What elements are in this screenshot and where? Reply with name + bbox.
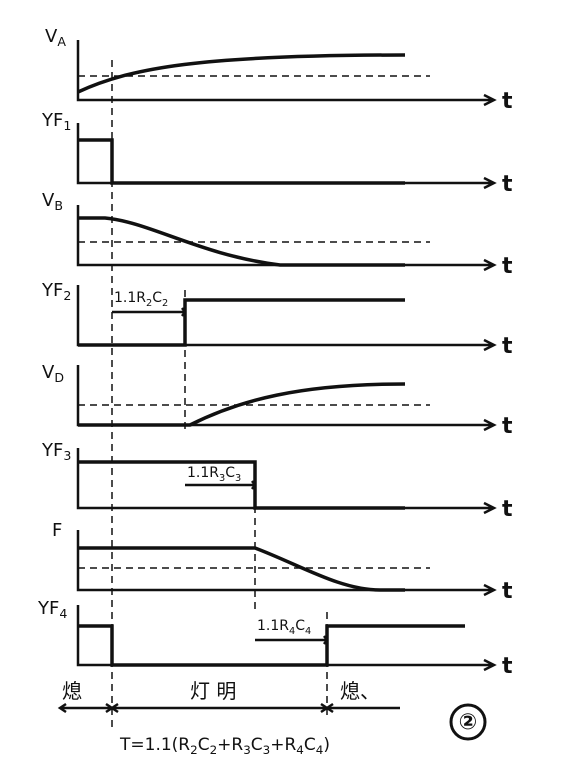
text-part: V xyxy=(45,26,58,47)
text-part: C xyxy=(225,465,235,481)
signal-label: YF2 xyxy=(41,280,71,303)
signal-label: YF4 xyxy=(37,598,67,621)
waveform xyxy=(78,298,405,347)
text-part: C xyxy=(295,618,305,634)
axis-label: t xyxy=(502,579,513,604)
interval-label: 1.1R2C2 xyxy=(114,290,168,309)
axis xyxy=(76,365,497,432)
subscript: 3 xyxy=(263,743,271,757)
signal-label: YF1 xyxy=(41,110,71,133)
text-part: C xyxy=(198,735,210,755)
text-part: C xyxy=(304,735,316,755)
subscript: 3 xyxy=(63,448,71,463)
interval-label: 1.1R4C4 xyxy=(257,618,311,637)
axis xyxy=(76,530,497,597)
figure-circle xyxy=(449,703,487,741)
text-part: F xyxy=(52,520,62,541)
text-part: +R xyxy=(270,735,296,755)
signal-label: YF3 xyxy=(41,440,71,463)
subscript: 4 xyxy=(289,626,295,637)
axis xyxy=(76,605,497,672)
figure-number: ② xyxy=(459,710,478,735)
text-part: YF xyxy=(37,598,59,619)
subscript: 4 xyxy=(296,743,304,757)
text-part: 1.1R xyxy=(114,290,146,306)
subscript: 4 xyxy=(59,606,67,621)
axis xyxy=(76,448,497,515)
waveform xyxy=(78,138,405,185)
subscript: 3 xyxy=(219,473,225,484)
subscript: D xyxy=(54,370,64,385)
signal-label: VA xyxy=(45,26,66,49)
subscript: 2 xyxy=(63,288,71,303)
text-part: C xyxy=(152,290,162,306)
text-part: V xyxy=(42,362,55,383)
text-part: +R xyxy=(217,735,243,755)
interval-label: 1.1R3C3 xyxy=(187,465,241,484)
text-part: ) xyxy=(323,735,330,755)
text-part: YF xyxy=(41,280,63,301)
subscript: A xyxy=(57,34,66,49)
subscript: 4 xyxy=(316,743,324,757)
axis-label: t xyxy=(502,654,513,679)
subscript: 3 xyxy=(235,473,241,484)
text-part: 1.1R xyxy=(187,465,219,481)
axis-label: t xyxy=(502,497,513,522)
subscript: 2 xyxy=(146,298,152,309)
axis xyxy=(76,205,497,272)
subscript: 2 xyxy=(190,743,198,757)
text-part: C xyxy=(251,735,263,755)
axis-label: t xyxy=(502,254,513,279)
formula: T=1.1(R2C2+R3C3+R4C4) xyxy=(119,735,330,757)
subscript: 2 xyxy=(162,298,168,309)
text-part: T=1.1(R xyxy=(119,735,190,755)
state-label: 熄、 xyxy=(340,679,380,703)
waveform xyxy=(78,216,405,267)
text-part: YF xyxy=(41,110,63,131)
state-label: 熄 xyxy=(62,679,82,703)
text-part: 1.1R xyxy=(257,618,289,634)
text-part: YF xyxy=(41,440,63,461)
axis-label: t xyxy=(502,334,513,359)
waveform xyxy=(77,53,406,94)
subscript: 3 xyxy=(243,743,251,757)
axis-label: t xyxy=(502,414,513,439)
axis-label: t xyxy=(502,172,513,197)
waveform xyxy=(78,382,406,427)
interval-arrows xyxy=(57,307,400,714)
subscript: 4 xyxy=(305,626,311,637)
subscript: 2 xyxy=(210,743,218,757)
state-label: 灯 明 xyxy=(190,679,236,703)
subscript: B xyxy=(54,198,63,213)
subscript: 1 xyxy=(63,118,71,133)
text-part: V xyxy=(42,190,55,211)
signal-label: VD xyxy=(42,362,64,385)
axis xyxy=(76,123,497,190)
axis xyxy=(76,40,497,107)
axis-label: t xyxy=(502,89,513,114)
signal-label: F xyxy=(52,520,62,541)
axis xyxy=(76,285,497,352)
signal-label: VB xyxy=(42,190,63,213)
waveform xyxy=(78,546,405,592)
